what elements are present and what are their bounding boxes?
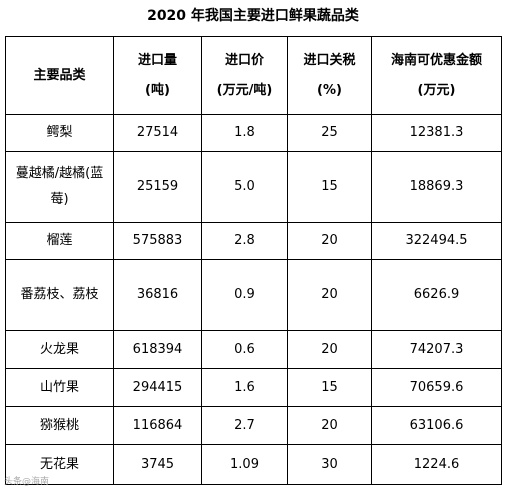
cell-category: 番荔枝、荔枝 [5, 259, 114, 331]
table-row: 鳄梨 27514 1.8 25 12381.3 [5, 114, 502, 152]
table-row: 蔓越橘/越橘(蓝莓) 25159 5.0 15 18869.3 [5, 151, 502, 223]
cell-tariff: 20 [287, 259, 372, 331]
cell-discount: 18869.3 [371, 151, 502, 223]
cell-volume: 575883 [113, 222, 202, 260]
cell-discount: 74207.3 [371, 330, 502, 369]
header-price-unit: (万元/吨) [216, 82, 273, 98]
cell-category: 山竹果 [5, 368, 114, 407]
header-category-label: 主要品类 [33, 67, 86, 83]
cell-tariff: 25 [287, 114, 372, 152]
cell-price: 1.8 [201, 114, 288, 152]
table-row: 榴莲 575883 2.8 20 322494.5 [5, 222, 502, 260]
cell-price: 0.6 [201, 330, 288, 369]
header-volume-unit: (吨) [145, 82, 170, 98]
table-row: 无花果 3745 1.09 30 1224.6 [5, 444, 502, 485]
header-discount-unit: (万元) [417, 82, 456, 98]
header-row: 主要品类 进口量 (吨) 进口价 (万元/吨) 进口关税 (%) 海南可优惠金额… [5, 36, 502, 115]
header-tariff: 进口关税 (%) [287, 36, 372, 115]
cell-discount: 1224.6 [371, 444, 502, 485]
cell-category: 火龙果 [5, 330, 114, 369]
cell-volume: 3745 [113, 444, 202, 485]
header-price-label: 进口价 [224, 52, 264, 68]
cell-discount: 12381.3 [371, 114, 502, 152]
cell-volume: 25159 [113, 151, 202, 223]
cell-category: 鳄梨 [5, 114, 114, 152]
cell-category: 蔓越橘/越橘(蓝莓) [5, 151, 114, 223]
cell-price: 0.9 [201, 259, 288, 331]
cell-discount: 6626.9 [371, 259, 502, 331]
cell-price: 2.7 [201, 406, 288, 445]
cell-tariff: 20 [287, 330, 372, 369]
cell-volume: 27514 [113, 114, 202, 152]
cell-tariff: 15 [287, 368, 372, 407]
cell-category: 无花果 [5, 444, 114, 485]
table-row: 山竹果 294415 1.6 15 70659.6 [5, 368, 502, 407]
header-tariff-unit: (%) [317, 82, 342, 98]
cell-category: 榴莲 [5, 222, 114, 260]
cell-volume: 618394 [113, 330, 202, 369]
cell-volume: 116864 [113, 406, 202, 445]
cell-price: 5.0 [201, 151, 288, 223]
cell-discount: 70659.6 [371, 368, 502, 407]
cell-tariff: 30 [287, 444, 372, 485]
table-row: 火龙果 618394 0.6 20 74207.3 [5, 330, 502, 369]
cell-tariff: 20 [287, 406, 372, 445]
cell-price: 2.8 [201, 222, 288, 260]
cell-price: 1.09 [201, 444, 288, 485]
cell-tariff: 15 [287, 151, 372, 223]
cell-category: 猕猴桃 [5, 406, 114, 445]
watermark: 头条@海南 [4, 477, 50, 487]
import-table: 主要品类 进口量 (吨) 进口价 (万元/吨) 进口关税 (%) 海南可优惠金额… [5, 36, 502, 485]
header-volume-label: 进口量 [137, 52, 177, 68]
cell-price: 1.6 [201, 368, 288, 407]
header-tariff-label: 进口关税 [303, 52, 356, 68]
cell-volume: 294415 [113, 368, 202, 407]
table-row: 猕猴桃 116864 2.7 20 63106.6 [5, 406, 502, 445]
header-category: 主要品类 [5, 36, 114, 115]
header-discount: 海南可优惠金额 (万元) [371, 36, 502, 115]
cell-volume: 36816 [113, 259, 202, 331]
table-row: 番荔枝、荔枝 36816 0.9 20 6626.9 [5, 259, 502, 331]
header-discount-label: 海南可优惠金额 [390, 52, 482, 68]
header-price: 进口价 (万元/吨) [201, 36, 288, 115]
cell-discount: 63106.6 [371, 406, 502, 445]
cell-tariff: 20 [287, 222, 372, 260]
table-title: 2020 年我国主要进口鲜果蔬品类 [147, 8, 359, 24]
header-volume: 进口量 (吨) [113, 36, 202, 115]
cell-discount: 322494.5 [371, 222, 502, 260]
